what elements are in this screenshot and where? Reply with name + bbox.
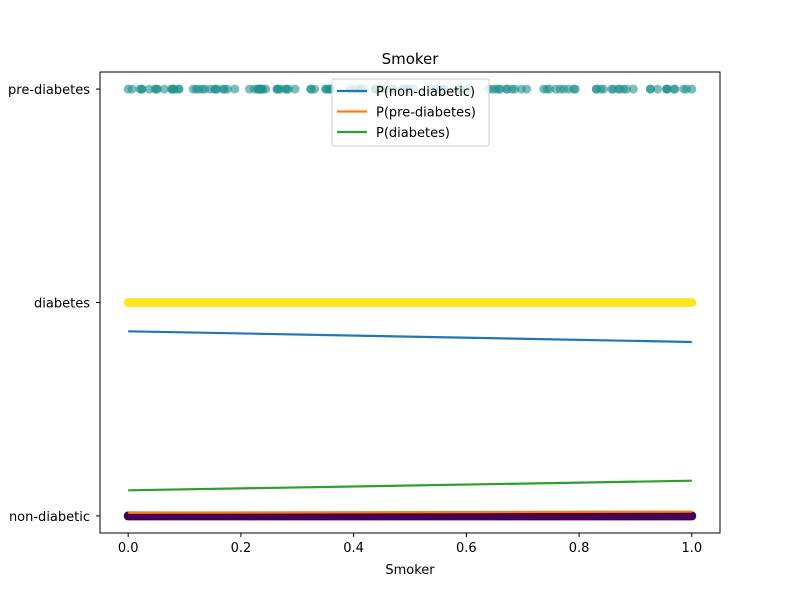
legend-label: P(pre-diabetes) <box>376 106 476 121</box>
line-series-1 <box>128 330 692 344</box>
scatter-point <box>324 84 334 94</box>
x-tick-label: 0.2 <box>231 541 252 556</box>
scatter-point <box>516 84 526 94</box>
scatter-point <box>218 84 228 94</box>
scatter-series-pre-diabetes <box>123 84 697 94</box>
scatter-point <box>272 84 282 94</box>
line-layer <box>128 330 692 514</box>
scatter-point <box>687 511 697 521</box>
legend: P(non-diabetic) P(pre-diabetes) P(diabetes… <box>331 78 490 147</box>
scatter-point <box>646 84 656 94</box>
y-tick-label: non-diabetic <box>9 510 90 525</box>
scatter-point <box>230 84 240 94</box>
scatter-point <box>687 84 697 94</box>
scatter-point <box>169 84 179 94</box>
scatter-layer <box>123 84 697 521</box>
y-tick-label: diabetes <box>34 297 90 312</box>
scatter-point <box>135 84 145 94</box>
scatter-point <box>510 84 520 94</box>
scatter-point <box>153 84 163 94</box>
scatter-point <box>687 298 697 307</box>
scatter-point <box>669 84 679 94</box>
x-tick-label: 1.0 <box>681 541 702 556</box>
legend-label: P(non-diabetic) <box>376 85 475 100</box>
scatter-point <box>653 84 662 94</box>
scatter-point <box>127 84 137 94</box>
scatter-point <box>539 84 549 94</box>
line-series-2 <box>128 510 692 514</box>
chart-title: Smoker <box>382 50 440 68</box>
scatter-series-diabetes <box>123 298 697 307</box>
scatter-series-non-diabetic <box>123 511 697 521</box>
scatter-point <box>495 84 505 94</box>
scatter-point <box>598 84 608 94</box>
scatter-point <box>628 84 638 94</box>
y-tick-label: pre-diabetes <box>8 83 90 98</box>
scatter-point <box>591 84 601 94</box>
x-tick-label: 0.6 <box>456 541 477 556</box>
scatter-point <box>159 84 169 94</box>
x-axis-title: Smoker <box>385 563 435 578</box>
scatter-point <box>281 84 291 94</box>
scatter-point <box>306 84 316 94</box>
scatter-point <box>622 84 632 94</box>
scatter-point <box>555 84 565 94</box>
x-axis: 0.0 0.2 0.4 0.6 0.8 1.0 <box>118 533 702 556</box>
x-tick-label: 0.0 <box>118 541 139 556</box>
y-axis: non-diabetic diabetes pre-diabetes <box>8 83 100 525</box>
scatter-point <box>244 84 254 94</box>
scatter-point <box>205 84 215 94</box>
scatter-point <box>613 84 623 94</box>
scatter-point <box>194 84 204 94</box>
x-tick-label: 0.8 <box>569 541 590 556</box>
line-series-3 <box>128 479 692 492</box>
scatter-point <box>253 84 263 94</box>
scatter-point <box>569 84 579 94</box>
legend-label: P(diabetes) <box>376 126 450 141</box>
x-tick-label: 0.4 <box>343 541 364 556</box>
legend-box <box>331 78 490 147</box>
scatter-point <box>662 84 672 94</box>
scatter-point <box>290 84 300 94</box>
scatter-point <box>144 84 154 94</box>
